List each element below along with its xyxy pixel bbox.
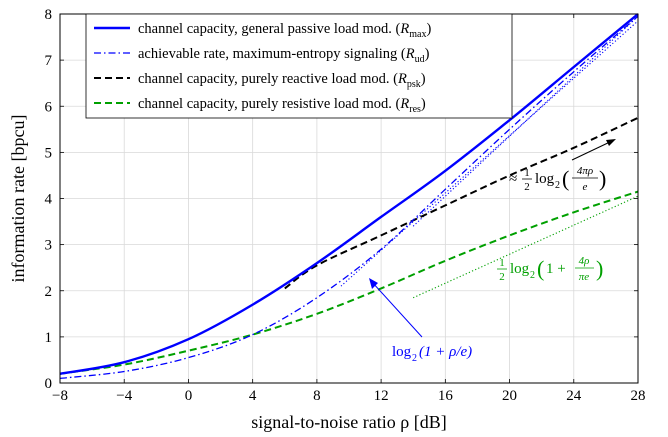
x-tick-label: 4 [249,388,257,404]
y-axis-label: information rate [bpcu] [8,115,28,283]
annotation-res-arg-num: 4ρ [579,255,590,267]
x-tick-label: 12 [374,388,389,404]
y-tick-label: 0 [45,376,53,392]
x-tick-label: 0 [185,388,193,404]
asymptote-line-2 [412,195,639,299]
y-tick-label: 3 [45,238,53,254]
x-tick-label: 16 [438,388,454,404]
annotations: ≈ 1 2 log 2 ( 4πρ e ) 1 2 log 2 ( 1 + 4ρ… [369,139,616,364]
svg-text:): ) [596,256,603,281]
x-tick-label: 28 [631,388,646,404]
annotation-res-arg-den: πe [579,271,590,283]
legend-label-res: channel capacity, purely resistive load … [138,96,426,115]
y-tick-label: 1 [45,330,53,346]
annotation-psk-frac-den: 2 [524,181,530,193]
asymptote-line-1 [340,20,639,287]
annotation-ud-log-sub: 2 [412,353,417,364]
legend: channel capacity, general passive load m… [85,13,513,119]
annotation-res-log: log [510,261,530,277]
annotation-ud-arrowhead [369,278,378,289]
y-tick-label: 7 [45,53,53,69]
annotation-res: 1 2 log 2 ( 1 + 4ρ πe ) [497,255,603,283]
legend-label-ud: achievable rate, maximum-entropy signali… [138,46,430,65]
legend-label-max: channel capacity, general passive load m… [138,21,431,40]
asymptote-line-0 [412,15,639,227]
annotation-psk-arg-den: e [583,181,588,193]
series-line-max [59,13,639,375]
annotation-psk-prefix: ≈ [509,171,517,187]
x-tick-label: 24 [566,388,582,404]
x-tick-label: −8 [52,388,68,404]
annotation-ud: log 2 (1 + ρ/e) [392,344,472,364]
data-lines [59,13,639,380]
annotation-ud-arrow [371,281,423,338]
x-axis-label: signal-to-noise ratio ρ [dB] [251,412,446,432]
x-tick-label: 8 [313,388,321,404]
annotation-ud-log: log [392,344,412,360]
svg-text:(: ( [562,166,569,191]
svg-text:(: ( [537,256,544,281]
svg-text:): ) [599,166,606,191]
annotation-psk-frac-num: 1 [524,167,530,179]
y-tick-label: 4 [45,192,53,208]
annotation-res-log-sub: 2 [530,270,535,281]
annotation-res-frac-den: 2 [499,271,505,283]
annotation-psk-arg-num: 4πρ [577,165,593,177]
annotation-psk-arrow [571,140,613,161]
y-tick-label: 5 [45,145,53,161]
series-line-psk [284,116,639,290]
series-line-res [59,190,639,375]
annotation-psk-log-sub: 2 [555,180,560,191]
series-line-ud [59,15,639,380]
annotation-res-arg-lead: 1 + [546,261,566,277]
annotation-ud-arg: (1 + ρ/e) [419,344,472,360]
legend-box [85,13,513,119]
annotation-psk-arrowhead [606,139,616,146]
annotation-res-frac-num: 1 [499,257,505,269]
y-tick-label: 2 [45,284,53,300]
legend-label-psk: channel capacity, purely reactive load m… [138,71,426,90]
y-tick-label: 8 [45,7,53,23]
x-tick-label: −4 [116,388,132,404]
annotation-psk: ≈ 1 2 log 2 ( 4πρ e ) [509,165,606,193]
y-tick-label: 6 [45,99,53,115]
x-tick-label: 20 [502,388,517,404]
annotation-psk-log: log [535,171,555,187]
